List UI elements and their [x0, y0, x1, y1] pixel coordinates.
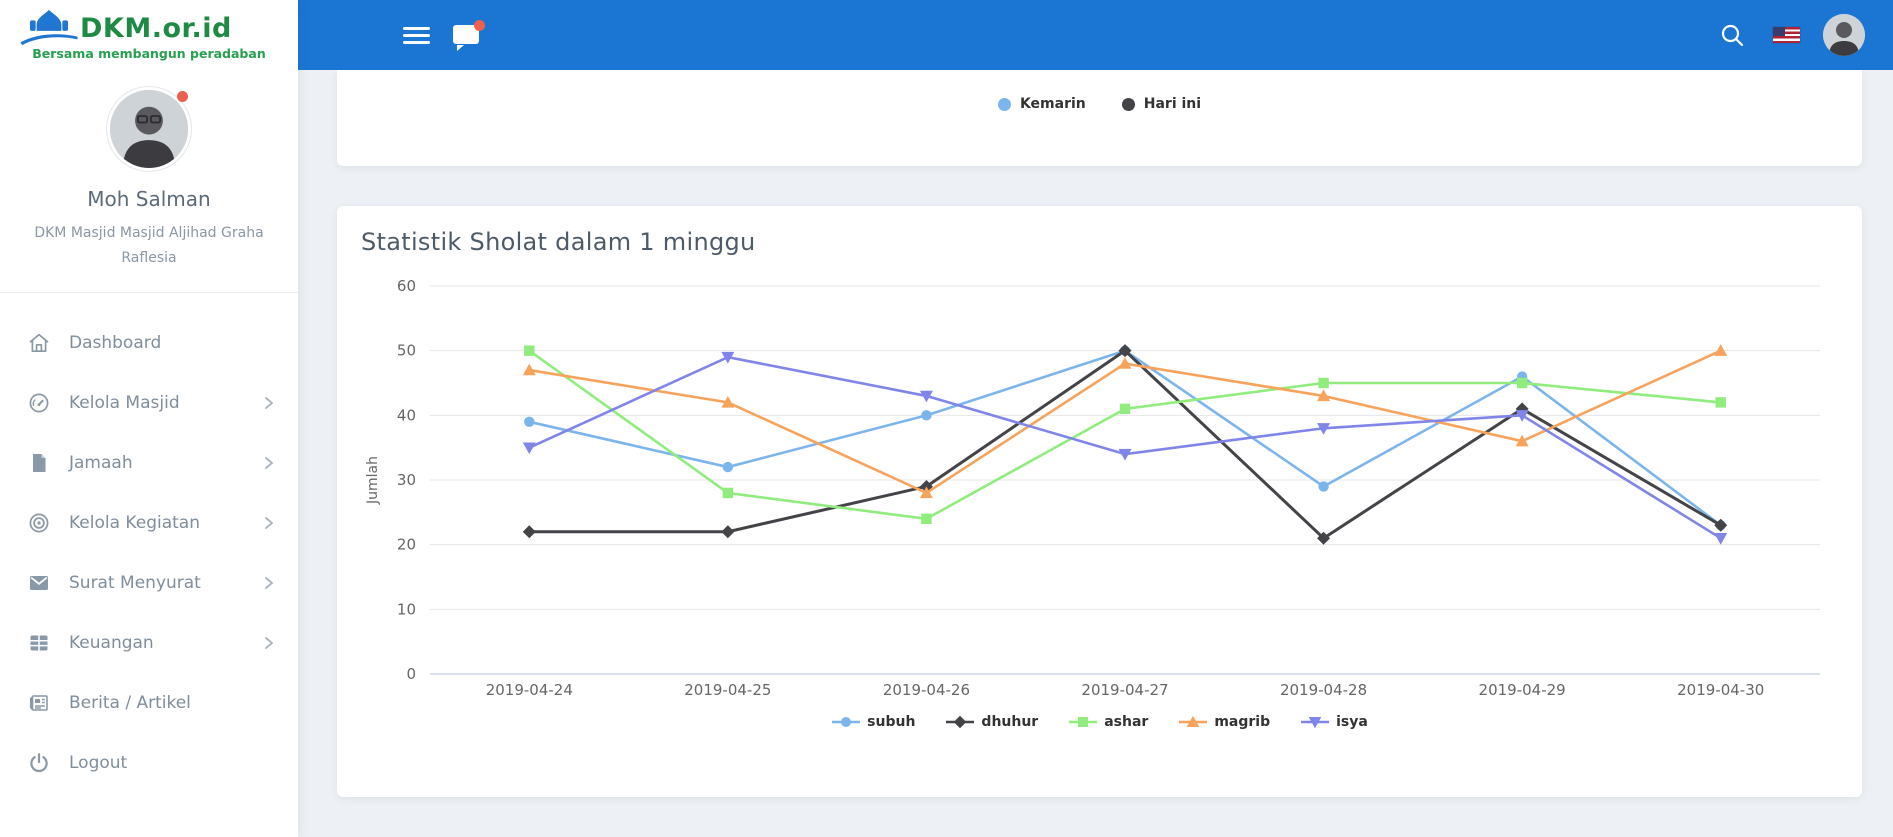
mail-icon	[27, 571, 51, 595]
svg-text:2019-04-27: 2019-04-27	[1081, 681, 1168, 699]
user-avatar	[1823, 14, 1865, 56]
legend-item-isya[interactable]: isya	[1300, 714, 1368, 730]
user-menu-button[interactable]	[1822, 0, 1866, 70]
sidebar-item-label: Jamaah	[69, 453, 133, 473]
file-icon	[27, 451, 51, 475]
sidebar-item-label: Berita / Artikel	[69, 693, 191, 713]
legend-marker-circle	[832, 717, 861, 727]
svg-text:10: 10	[397, 600, 416, 618]
power-icon	[27, 751, 51, 775]
prayer-statistics-chart: 0 10 20 30 40 50 60 Jumlah 2019-04-24 2019-04-25 2…	[365, 277, 1820, 699]
legend-label: subuh	[867, 714, 916, 730]
sidebar-item-logout[interactable]: Logout	[0, 737, 298, 789]
mosque-logo-icon	[20, 9, 78, 46]
svg-text:2019-04-24: 2019-04-24	[486, 681, 573, 699]
chart-title: Statistik Sholat dalam 1 minggu	[361, 228, 756, 256]
svg-text:30: 30	[397, 471, 416, 489]
sidebar-item-label: Kelola Kegiatan	[69, 513, 200, 533]
search-icon	[1721, 24, 1744, 47]
legend-item-hari-ini[interactable]: Hari ini	[1121, 96, 1202, 112]
sidebar-item-berita-artikel[interactable]: Berita / Artikel	[0, 677, 298, 729]
language-button[interactable]	[1764, 0, 1808, 70]
legend-label: Hari ini	[1143, 96, 1202, 112]
svg-text:2019-04-30: 2019-04-30	[1677, 681, 1764, 699]
profile-name: Moh Salman	[87, 187, 211, 211]
sidebar-item-label: Logout	[69, 753, 128, 773]
sidebar-item-label: Kelola Masjid	[69, 393, 180, 413]
svg-text:2019-04-29: 2019-04-29	[1479, 681, 1566, 699]
sidebar-item-label: Dashboard	[69, 333, 162, 353]
notification-badge	[474, 19, 485, 31]
comparison-legend: Kemarin Hari ini	[337, 96, 1862, 112]
sidebar-item-label: Surat Menyurat	[69, 573, 201, 593]
sidebar-item-jamaah[interactable]: Jamaah	[0, 437, 298, 489]
target-icon	[27, 511, 51, 535]
chevron-right-icon	[264, 516, 274, 530]
legend-item-kemarin[interactable]: Kemarin	[997, 96, 1086, 112]
legend-label: magrib	[1214, 714, 1271, 730]
chevron-right-icon	[264, 396, 274, 410]
sidebar-item-kelola-kegiatan[interactable]: Kelola Kegiatan	[0, 497, 298, 549]
legend-marker-square	[1069, 717, 1098, 727]
sidebar-menu: Dashboard Kelola Masjid Jamaah Kelola Kegia…	[0, 293, 298, 789]
sidebar-item-keuangan[interactable]: Keuangan	[0, 617, 298, 669]
legend-marker	[1121, 97, 1135, 111]
flag-us-icon	[1772, 27, 1800, 43]
legend-item-magrib[interactable]: magrib	[1178, 714, 1270, 730]
topbar	[298, 0, 1893, 70]
profile-organization: DKM Masjid Masjid Aljihad Graha Raflesia	[34, 225, 264, 266]
svg-text:20: 20	[397, 536, 416, 554]
legend-label: dhuhur	[981, 714, 1039, 730]
profile-avatar[interactable]	[107, 87, 191, 171]
svg-text:2019-04-25: 2019-04-25	[684, 681, 771, 699]
sidebar-item-kelola-masjid[interactable]: Kelola Masjid	[0, 377, 298, 429]
messages-button[interactable]	[444, 0, 488, 70]
logo[interactable]: DKM.or.id Bersama membangun peradaban	[0, 0, 298, 65]
chevron-right-icon	[264, 576, 274, 590]
chevron-right-icon	[264, 636, 274, 650]
svg-text:50: 50	[397, 342, 416, 360]
sidebar-item-surat-menyurat[interactable]: Surat Menyurat	[0, 557, 298, 609]
svg-text:40: 40	[397, 406, 416, 424]
prayer-statistics-card: Statistik Sholat dalam 1 minggu 0 10 20 30 4…	[337, 206, 1862, 797]
home-icon	[27, 331, 51, 355]
sidebar-item-dashboard[interactable]: Dashboard	[0, 317, 298, 369]
chart-legend: subuh dhuhur ashar magrib isya	[337, 714, 1862, 730]
gauge-icon	[27, 391, 51, 415]
chat-icon	[453, 19, 485, 51]
legend-label: Kemarin	[1019, 96, 1086, 112]
legend-marker-triangle-down	[1301, 717, 1330, 729]
search-button[interactable]	[1710, 0, 1754, 70]
online-status-dot	[177, 91, 188, 102]
legend-item-subuh[interactable]: subuh	[831, 714, 915, 730]
profile-section: Moh Salman DKM Masjid Masjid Aljihad Gra…	[0, 65, 298, 270]
svg-text:2019-04-26: 2019-04-26	[883, 681, 970, 699]
legend-item-ashar[interactable]: ashar	[1068, 714, 1148, 730]
svg-text:60: 60	[397, 277, 416, 295]
svg-text:2019-04-28: 2019-04-28	[1280, 681, 1367, 699]
legend-item-dhuhur[interactable]: dhuhur	[945, 714, 1038, 730]
svg-text:Jumlah: Jumlah	[365, 456, 381, 505]
legend-label: isya	[1336, 714, 1368, 730]
previous-chart-card: Kemarin Hari ini	[337, 70, 1862, 166]
table-icon	[27, 631, 51, 655]
sidebar: DKM.or.id Bersama membangun peradaban Mo…	[0, 0, 298, 837]
menu-toggle-button[interactable]	[394, 0, 438, 70]
sidebar-item-label: Keuangan	[69, 633, 154, 653]
legend-marker-triangle	[1179, 715, 1208, 727]
logo-tagline: Bersama membangun peradaban	[32, 46, 266, 61]
legend-marker-diamond	[946, 715, 975, 729]
legend-marker	[997, 97, 1011, 111]
menu-icon	[402, 23, 430, 48]
legend-label: ashar	[1104, 714, 1149, 730]
logo-title: DKM.or.id	[80, 12, 232, 44]
svg-text:0: 0	[406, 665, 416, 683]
news-icon	[27, 691, 51, 715]
chevron-right-icon	[264, 456, 274, 470]
sidebar-divider	[0, 292, 298, 293]
